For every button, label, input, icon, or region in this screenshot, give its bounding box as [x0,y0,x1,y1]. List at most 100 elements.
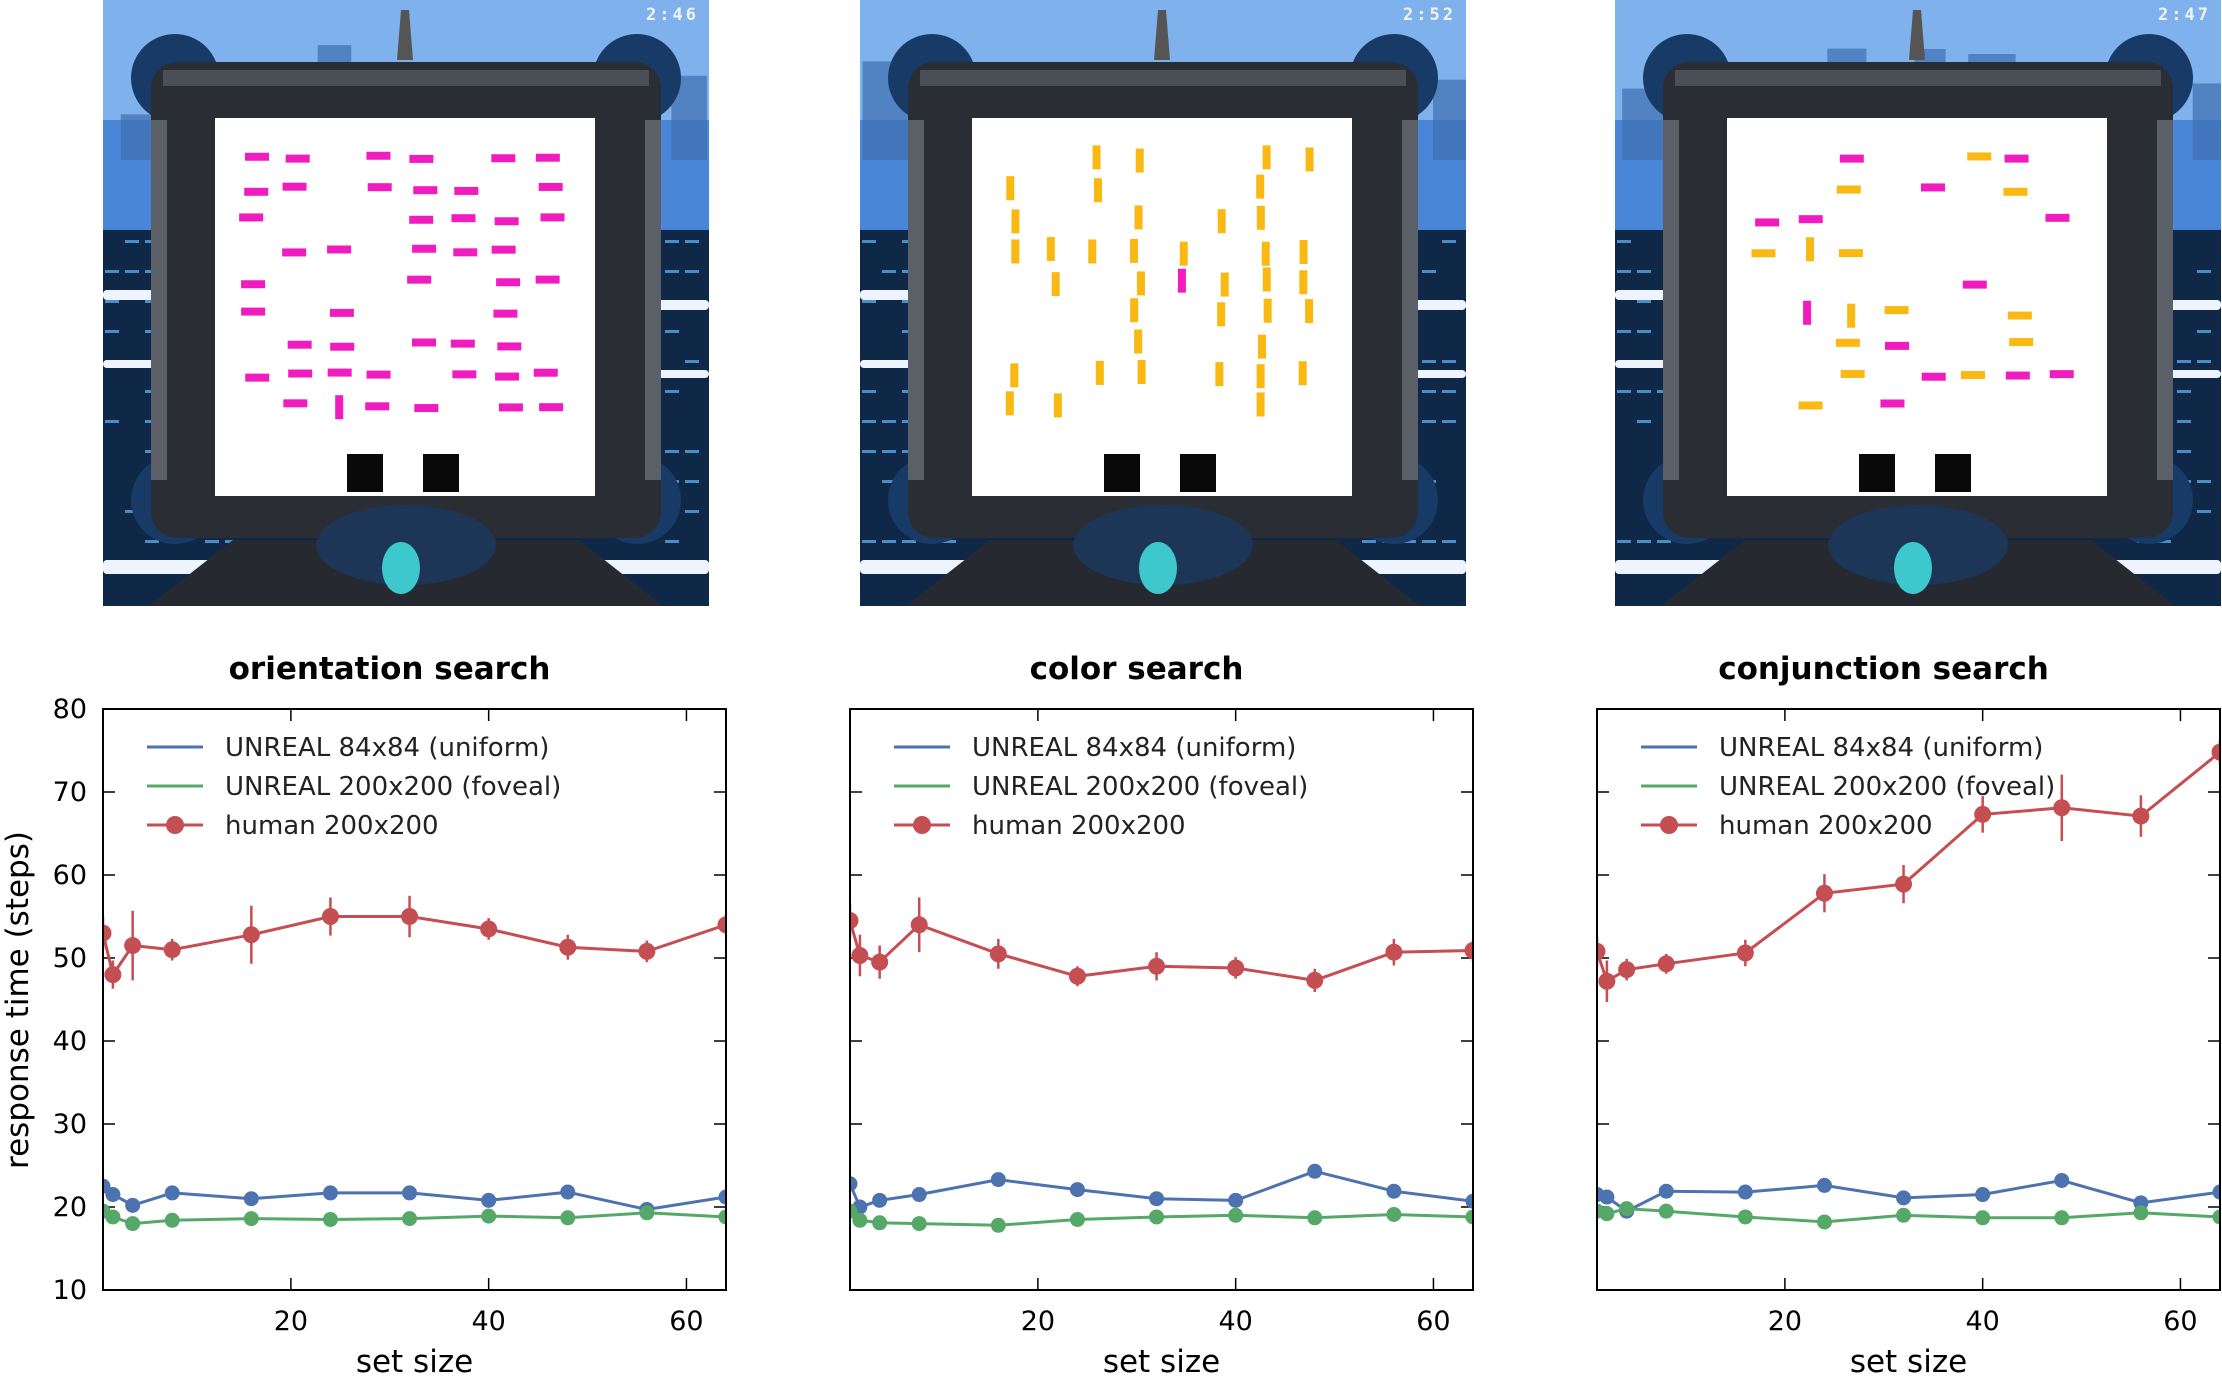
search-item [1803,300,1812,325]
wall-light [665,240,679,243]
data-point-uniform [560,1184,576,1200]
series-foveal [850,1203,1473,1233]
search-item [1258,334,1267,359]
data-point-uniform [911,1187,927,1203]
response-square-left [1859,454,1895,492]
search-item [495,372,520,381]
search-item [1755,218,1780,227]
wall-light [665,390,679,393]
wall-light [665,450,679,453]
data-point-foveal [1149,1209,1165,1225]
wall-light [1617,330,1631,333]
search-item [282,248,307,257]
wall-light [2177,390,2191,393]
x-tick-label: 20 [274,1306,308,1337]
wall-light [205,540,219,543]
data-point-foveal [164,1212,180,1228]
search-item [2045,213,2070,222]
x-tick-label: 60 [1416,1306,1450,1337]
search-item [288,369,313,378]
data-point-foveal [1737,1209,1753,1225]
search-item [1884,341,1909,350]
search-item [1220,272,1229,297]
wall-light [1637,390,1651,393]
search-item [1088,239,1097,264]
search-item [2005,371,2030,380]
search-item [1838,249,1863,258]
y-tick-label: 40 [53,1026,87,1057]
data-point-human [1736,944,1754,962]
data-point-human [1385,943,1403,961]
x-axis-label: set size [1103,1344,1220,1380]
wall-light [1617,390,1631,393]
data-point-foveal [125,1216,141,1232]
wall-light [2157,540,2171,543]
legend-label: UNREAL 200x200 (foveal) [972,772,1308,802]
wall-light [882,270,896,273]
y-tick-label: 60 [53,860,87,891]
data-point-foveal [560,1210,576,1226]
search-item [409,215,434,224]
search-item [245,373,270,382]
data-point-uniform [105,1187,121,1203]
data-point-uniform [125,1197,141,1213]
wall-light [862,450,876,453]
wall-light [1422,390,1436,393]
search-item [1011,209,1020,234]
data-point-human [2211,743,2220,761]
plot-frame [102,708,727,1291]
series-foveal [1597,1201,2220,1230]
data-point-uniform [1149,1191,1165,1207]
data-point-uniform [872,1192,888,1208]
search-item [327,245,352,254]
chart-title: color search [1030,651,1244,687]
data-point-human [163,941,181,959]
screenshot-orientation: 2:46 [103,0,709,606]
data-point-human [871,953,889,971]
data-point-human [638,942,656,960]
series-foveal [103,1203,726,1232]
legend-label: UNREAL 200x200 (foveal) [1719,772,2055,802]
data-point-human [321,908,339,925]
search-item [241,280,266,289]
search-item [367,183,392,192]
chart-2: color search 20 40 60 set size UNREAL 84x84 (… [849,651,1474,1380]
timer-text: 2:47 [2158,5,2211,25]
data-point-foveal [1228,1207,1244,1223]
wall-light [685,270,699,273]
wall-light [942,540,956,543]
cyan-orb [1139,542,1177,594]
legend-label: UNREAL 84x84 (uniform) [972,733,1296,763]
data-point-human [2132,807,2150,825]
x-axis-label: set size [1850,1344,1967,1380]
search-item [2004,154,2029,163]
wall-light [862,300,876,303]
search-item [285,154,310,163]
y-tick-label: 30 [53,1109,87,1140]
search-item [1261,241,1270,266]
search-item [1835,338,1860,347]
wall-light [1637,420,1651,423]
wall-light [1422,270,1436,273]
search-item [497,342,522,351]
data-point-foveal [872,1215,888,1231]
wall-light [1402,540,1416,543]
y-tick-label: 10 [53,1275,87,1306]
data-point-uniform [164,1185,180,1201]
data-point-uniform [481,1192,497,1208]
wall-light [685,510,699,513]
search-item [1880,399,1905,408]
screenshot-color: 2:52 [860,0,1466,606]
legend-label: UNREAL 84x84 (uniform) [1719,733,2043,763]
search-item [1217,302,1226,327]
wall-light [1637,540,1651,543]
legend-label: UNREAL 200x200 (foveal) [225,772,561,802]
spire [397,10,413,60]
search-item [494,217,519,226]
y-tick-label: 70 [53,777,87,808]
search-item [1010,363,1019,388]
search-item [1136,271,1145,296]
wall-light [105,300,119,303]
data-point-uniform [243,1191,259,1207]
chart-title: orientation search [229,651,551,687]
